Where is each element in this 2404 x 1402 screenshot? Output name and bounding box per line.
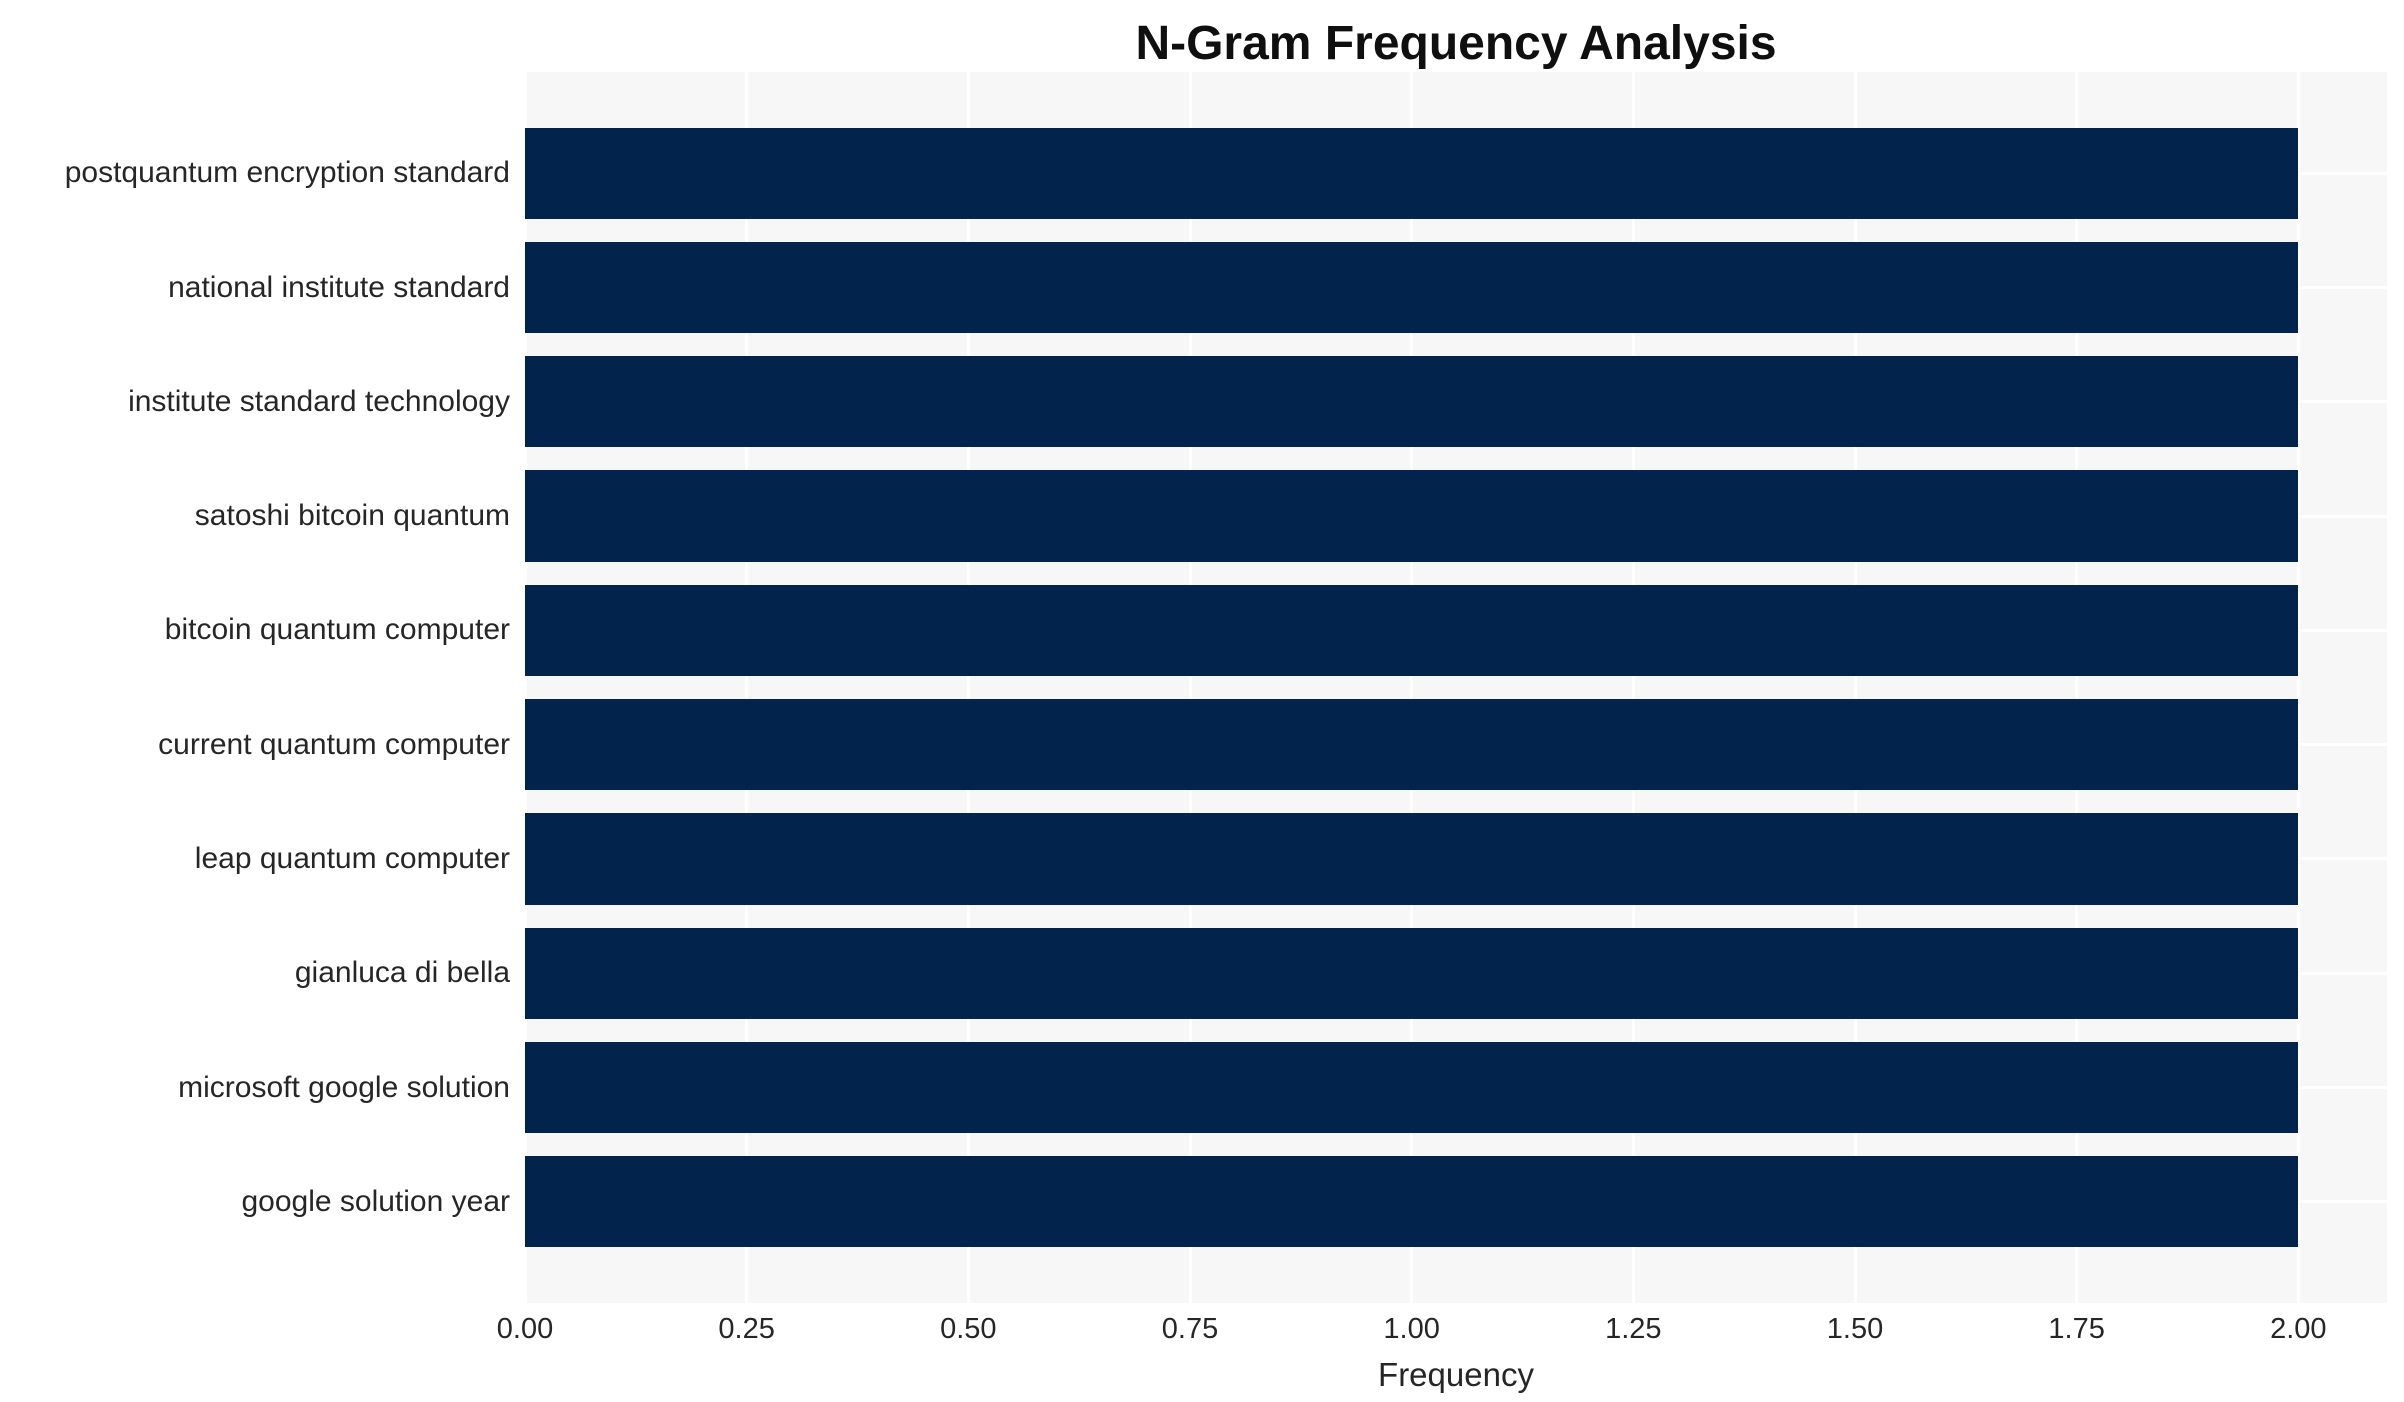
vertical-gridline <box>745 72 749 1303</box>
bar-google-solution-year <box>525 1156 2299 1248</box>
vertical-gridline <box>966 72 970 1303</box>
bar-bitcoin-quantum-computer <box>525 584 2299 677</box>
x-tick-label: 1.50 <box>1826 1313 1884 1345</box>
vertical-gridline <box>523 72 527 1303</box>
x-axis-label: Frequency <box>1378 1356 1534 1393</box>
bar-postquantum-encryption-standard <box>525 127 2299 219</box>
vertical-gridline <box>2075 72 2079 1303</box>
y-tick-label: gianluca di bella <box>294 956 510 990</box>
y-tick-label: leap quantum computer <box>194 841 510 875</box>
vertical-gridline <box>1410 72 1414 1303</box>
bar-current-quantum-computer <box>525 698 2299 791</box>
y-tick-label: google solution year <box>241 1184 510 1218</box>
x-tick-label: 0.50 <box>940 1313 997 1345</box>
vertical-gridline <box>1853 72 1857 1303</box>
bar-institute-standard-technology <box>525 356 2299 448</box>
vertical-gridline <box>1188 72 1192 1303</box>
y-tick-label: postquantum encryption standard <box>64 156 510 190</box>
x-tick-label: 2.00 <box>2270 1313 2327 1345</box>
y-tick-label: microsoft google solution <box>178 1070 510 1104</box>
y-tick-label: satoshi bitcoin quantum <box>194 499 510 533</box>
x-tick-label: 1.75 <box>2048 1313 2105 1345</box>
bar-microsoft-google-solution <box>525 1041 2299 1134</box>
bar-national-institute-standard <box>525 241 2299 334</box>
x-tick-label: 0.00 <box>496 1313 554 1345</box>
vertical-gridline <box>2296 72 2300 1303</box>
vertical-gridline <box>1631 72 1635 1303</box>
x-tick-label: 0.75 <box>1161 1313 1219 1345</box>
x-tick-label: 1.25 <box>1605 1313 1662 1345</box>
chart-title: N-Gram Frequency Analysis <box>1135 17 1777 70</box>
x-tick-label: 1.00 <box>1383 1313 1440 1345</box>
y-tick-label: national institute standard <box>168 270 510 304</box>
plot-area <box>523 72 2387 1303</box>
bar-leap-quantum-computer <box>525 813 2299 905</box>
y-tick-label: current quantum computer <box>158 727 510 761</box>
y-tick-label: bitcoin quantum computer <box>164 613 510 647</box>
bar-satoshi-bitcoin-quantum <box>525 470 2299 562</box>
x-tick-label: 0.25 <box>718 1313 775 1345</box>
bar-gianluca-di-bella <box>525 927 2299 1019</box>
y-tick-label: institute standard technology <box>128 384 510 418</box>
